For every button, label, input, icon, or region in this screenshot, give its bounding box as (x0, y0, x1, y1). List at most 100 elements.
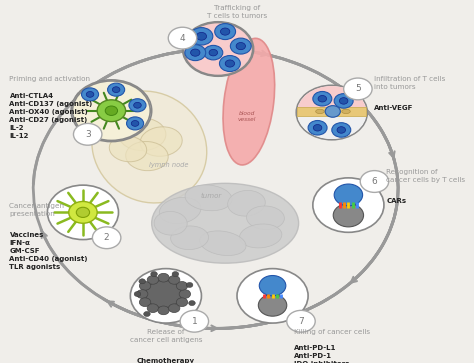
Circle shape (97, 100, 126, 122)
Text: lymph node: lymph node (148, 162, 188, 168)
Circle shape (183, 23, 253, 76)
Ellipse shape (159, 197, 201, 224)
Circle shape (190, 28, 213, 45)
Circle shape (191, 49, 200, 56)
Circle shape (318, 95, 327, 102)
Text: 4: 4 (180, 34, 185, 42)
Text: Killing of cancer cells: Killing of cancer cells (294, 329, 370, 335)
Circle shape (219, 56, 240, 72)
Text: 7: 7 (298, 317, 304, 326)
Wedge shape (297, 113, 366, 139)
Circle shape (139, 279, 146, 284)
Text: Chemotherapy
Radiation therapy
Targeted therapy: Chemotherapy Radiation therapy Targeted … (130, 358, 202, 363)
Circle shape (86, 91, 94, 97)
Ellipse shape (126, 142, 168, 171)
Circle shape (313, 178, 384, 232)
Circle shape (308, 121, 327, 135)
Circle shape (129, 99, 146, 112)
Circle shape (168, 304, 180, 313)
Text: Trafficking of
T cells to tumors: Trafficking of T cells to tumors (207, 5, 267, 20)
Circle shape (76, 207, 90, 217)
Text: 1: 1 (191, 317, 197, 326)
Ellipse shape (342, 109, 350, 114)
Circle shape (137, 290, 148, 298)
Circle shape (127, 117, 144, 130)
Circle shape (179, 290, 191, 298)
Circle shape (172, 272, 179, 277)
Bar (297, 107, 366, 116)
Circle shape (237, 269, 308, 323)
Circle shape (144, 311, 150, 317)
Circle shape (158, 273, 169, 282)
Circle shape (47, 185, 118, 240)
Text: Priming and activation: Priming and activation (9, 76, 91, 82)
Ellipse shape (154, 211, 187, 235)
Circle shape (196, 32, 207, 40)
Text: tumor: tumor (201, 193, 221, 199)
Text: CARs: CARs (386, 198, 406, 204)
Ellipse shape (171, 226, 209, 250)
Circle shape (73, 123, 102, 145)
Circle shape (258, 294, 287, 316)
Circle shape (71, 80, 152, 142)
Circle shape (168, 27, 197, 49)
Text: Vaccines
IFN-α
GM-CSF
Anti-CD40 (agonist)
TLR agonists: Vaccines IFN-α GM-CSF Anti-CD40 (agonist… (9, 232, 88, 270)
Circle shape (112, 87, 120, 93)
Circle shape (146, 280, 182, 308)
Text: Anti-CTLA4
Anti-CD137 (agonist)
Anti-OX40 (agonist)
Anti-CD27 (agonist)
IL-2
IL-: Anti-CTLA4 Anti-CD137 (agonist) Anti-OX4… (9, 93, 93, 139)
Text: 3: 3 (85, 130, 91, 139)
Circle shape (337, 127, 346, 133)
Text: Anti-VEGF: Anti-VEGF (374, 105, 414, 111)
Text: Release of
cancer cell antigens: Release of cancer cell antigens (130, 329, 202, 343)
Circle shape (182, 22, 254, 76)
Ellipse shape (92, 91, 207, 203)
Circle shape (151, 272, 157, 277)
Circle shape (313, 91, 332, 106)
Circle shape (259, 276, 286, 296)
Circle shape (134, 102, 141, 108)
Text: blood
vessel: blood vessel (237, 111, 255, 122)
Circle shape (313, 125, 322, 131)
Circle shape (73, 81, 150, 140)
Text: 6: 6 (372, 177, 377, 186)
Circle shape (108, 83, 125, 96)
Ellipse shape (118, 118, 166, 151)
Circle shape (92, 227, 121, 249)
Ellipse shape (228, 191, 265, 216)
Ellipse shape (140, 127, 182, 156)
Circle shape (344, 78, 372, 100)
Circle shape (220, 28, 230, 35)
Text: 5: 5 (355, 85, 361, 93)
Circle shape (147, 304, 158, 313)
Text: Cancer antigen
presentation: Cancer antigen presentation (9, 203, 64, 217)
Circle shape (209, 49, 218, 56)
Circle shape (225, 60, 235, 67)
Text: Infiltration of T cells
into tumors: Infiltration of T cells into tumors (374, 76, 446, 90)
Text: Recognition of
cancer cells by T cells: Recognition of cancer cells by T cells (386, 169, 465, 183)
Circle shape (105, 106, 118, 115)
Circle shape (333, 204, 364, 227)
Circle shape (139, 282, 151, 290)
Circle shape (332, 123, 351, 137)
Circle shape (69, 201, 97, 223)
Circle shape (82, 88, 99, 101)
Circle shape (334, 184, 363, 206)
Circle shape (176, 298, 188, 306)
Circle shape (158, 306, 169, 315)
Circle shape (339, 98, 348, 104)
Circle shape (287, 310, 315, 332)
Ellipse shape (200, 231, 246, 256)
Circle shape (185, 45, 206, 61)
Circle shape (147, 276, 158, 284)
Circle shape (360, 171, 389, 192)
Text: 2: 2 (104, 233, 109, 242)
Circle shape (131, 121, 139, 126)
Circle shape (139, 298, 151, 306)
Circle shape (334, 94, 353, 108)
Ellipse shape (330, 109, 338, 114)
Circle shape (230, 38, 251, 54)
Circle shape (186, 282, 193, 287)
Ellipse shape (246, 206, 284, 230)
Circle shape (180, 310, 209, 332)
Circle shape (296, 85, 367, 140)
